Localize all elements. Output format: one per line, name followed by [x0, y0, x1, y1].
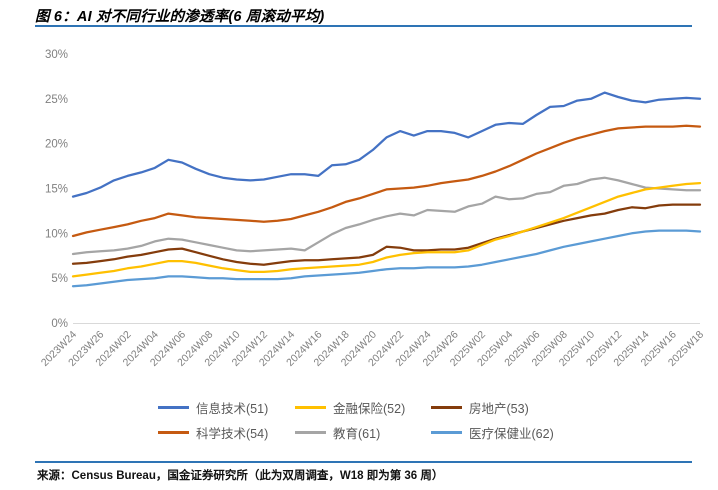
- legend-item: 医疗保健业(62): [431, 423, 631, 442]
- legend-label: 房地产(53): [469, 402, 529, 416]
- legend-item: 教育(61): [295, 423, 431, 442]
- series-line: [71, 229, 702, 288]
- y-tick-label: 5%: [51, 273, 68, 285]
- legend-swatch: [431, 431, 462, 434]
- figure-title: 图 6：AI 对不同行业的渗透率(6 周滚动平均): [35, 9, 325, 25]
- title-divider-line: [35, 25, 692, 27]
- y-tick-label: 25%: [45, 94, 68, 106]
- source-note: 来源：Census Bureau，国金证券研究所（此为双周调查，W18 即为第 …: [37, 470, 444, 482]
- legend-label: 科学技术(54): [196, 427, 269, 441]
- legend-label: 医疗保健业(62): [469, 427, 554, 441]
- legend-swatch: [158, 431, 189, 434]
- legend-swatch: [295, 431, 326, 434]
- y-tick-label: 0%: [51, 318, 68, 330]
- legend-item: 金融保险(52): [295, 398, 431, 417]
- legend-item: 信息技术(51): [158, 398, 295, 417]
- y-tick-label: 15%: [45, 184, 68, 196]
- legend-swatch: [431, 406, 462, 409]
- legend-swatch: [158, 406, 189, 409]
- legend-item: 科学技术(54): [158, 423, 295, 442]
- y-tick-label: 10%: [45, 228, 68, 240]
- series-line: [71, 124, 702, 238]
- legend-label: 教育(61): [333, 427, 381, 441]
- legend-item: 房地产(53): [431, 398, 631, 417]
- series-line: [71, 176, 702, 256]
- y-tick-label: 20%: [45, 139, 68, 151]
- legend-label: 信息技术(51): [196, 402, 269, 416]
- legend-label: 金融保险(52): [333, 402, 406, 416]
- series-line: [71, 203, 702, 266]
- legend-swatch: [295, 406, 326, 409]
- series-line: [71, 91, 702, 198]
- series-line: [71, 181, 702, 278]
- y-tick-label: 30%: [45, 49, 68, 61]
- chart-legend: 信息技术(51) 金融保险(52) 房地产(53) 科学技术(54) 教育(61) 医疗保…: [158, 398, 631, 442]
- footer-divider-line: [35, 461, 692, 463]
